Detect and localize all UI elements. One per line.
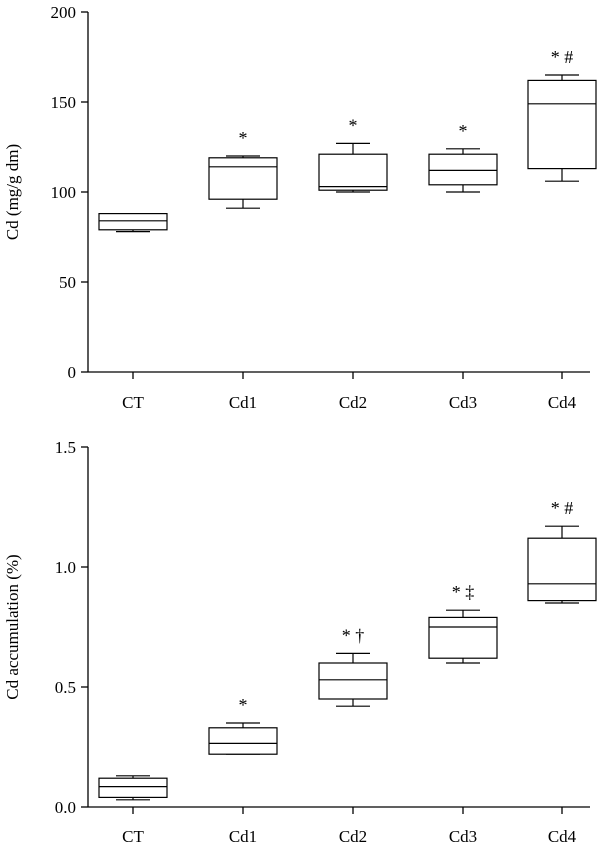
iqr-box [208, 727, 278, 755]
y-tick-label: 0.0 [55, 798, 76, 817]
x-tick-label: Cd3 [449, 393, 477, 412]
iqr-box [208, 157, 278, 200]
significance-marker: * ‡ [452, 582, 475, 602]
x-tick-label: Cd4 [548, 827, 577, 846]
x-tick-label: CT [122, 827, 144, 846]
y-tick-label: 0 [68, 363, 77, 382]
x-tick-label: Cd2 [339, 827, 367, 846]
iqr-box [428, 616, 498, 659]
y-tick-label: 150 [51, 93, 77, 112]
y-tick-label: 100 [51, 183, 77, 202]
significance-marker: * † [342, 625, 365, 645]
significance-marker: * [239, 695, 248, 715]
significance-marker: * [239, 128, 248, 148]
x-tick-label: Cd3 [449, 827, 477, 846]
y-axis-title: Cd accumulation (%) [3, 554, 22, 699]
x-tick-label: Cd4 [548, 393, 577, 412]
y-tick-label: 1.0 [55, 558, 76, 577]
x-tick-label: Cd2 [339, 393, 367, 412]
significance-marker: * # [551, 47, 574, 67]
significance-marker: * [459, 121, 468, 141]
cd-accumulation-panel: 0.0 0.5 1.0 1.5 Cd accumulation (%) CT Cd1 * Cd2… [3, 438, 597, 846]
significance-marker: * # [551, 498, 574, 518]
x-tick-label: CT [122, 393, 144, 412]
y-tick-label: 1.5 [55, 438, 76, 457]
iqr-box [318, 662, 388, 700]
y-tick-label: 200 [51, 3, 77, 22]
significance-marker: * [349, 115, 358, 135]
x-tick-label: Cd1 [229, 393, 257, 412]
y-tick-label: 0.5 [55, 678, 76, 697]
iqr-box [527, 79, 597, 170]
iqr-box [428, 153, 498, 186]
iqr-box [98, 777, 168, 799]
x-tick-label: Cd1 [229, 827, 257, 846]
iqr-box [527, 537, 597, 602]
y-axis-title: Cd (mg/g dm) [3, 144, 22, 240]
iqr-box [318, 153, 388, 191]
cd-concentration-panel: 0 50 100 150 200 Cd (mg/g dm) CT Cd1 * Cd2 * Cd3 * Cd… [3, 3, 597, 412]
iqr-box [98, 213, 168, 231]
y-tick-label: 50 [59, 273, 76, 292]
